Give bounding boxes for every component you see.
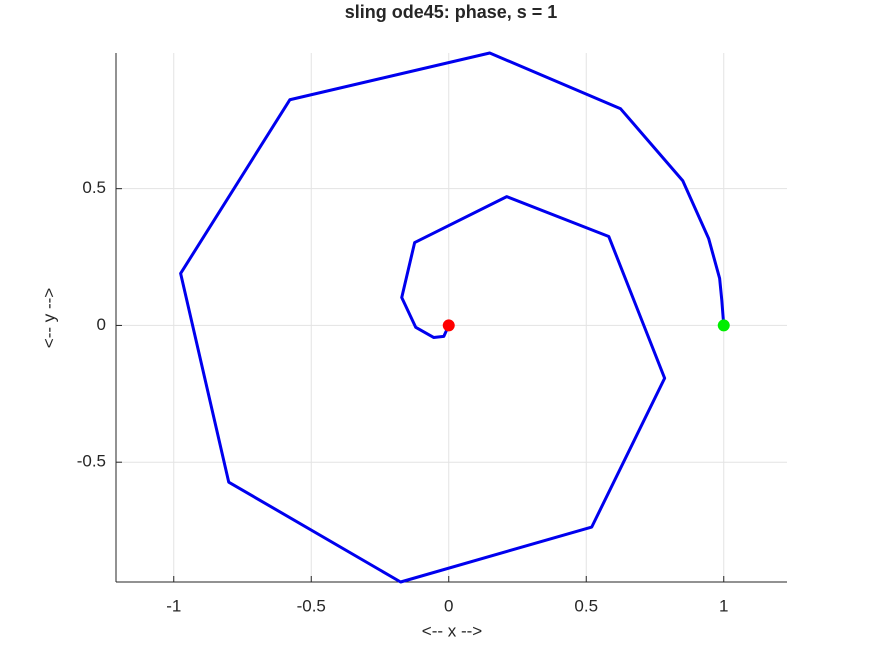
point-marker [717,319,730,332]
y-tick-label: -0.5 [77,452,106,471]
point-marker [442,319,455,332]
y-tick-label: 0.5 [82,178,106,197]
x-tick-label: -0.5 [297,596,326,615]
x-tick-label: 0 [444,596,453,615]
chart-title: sling ode45: phase, s = 1 [345,2,558,22]
y-tick-label: 0 [97,315,106,334]
x-tick-label: 1 [719,596,728,615]
x-axis-label: <-- x --> [422,621,483,640]
x-tick-label: -1 [166,596,181,615]
y-axis-label: <-- y --> [39,288,58,349]
line [179,51,726,584]
x-tick-label: 0.5 [574,596,598,615]
